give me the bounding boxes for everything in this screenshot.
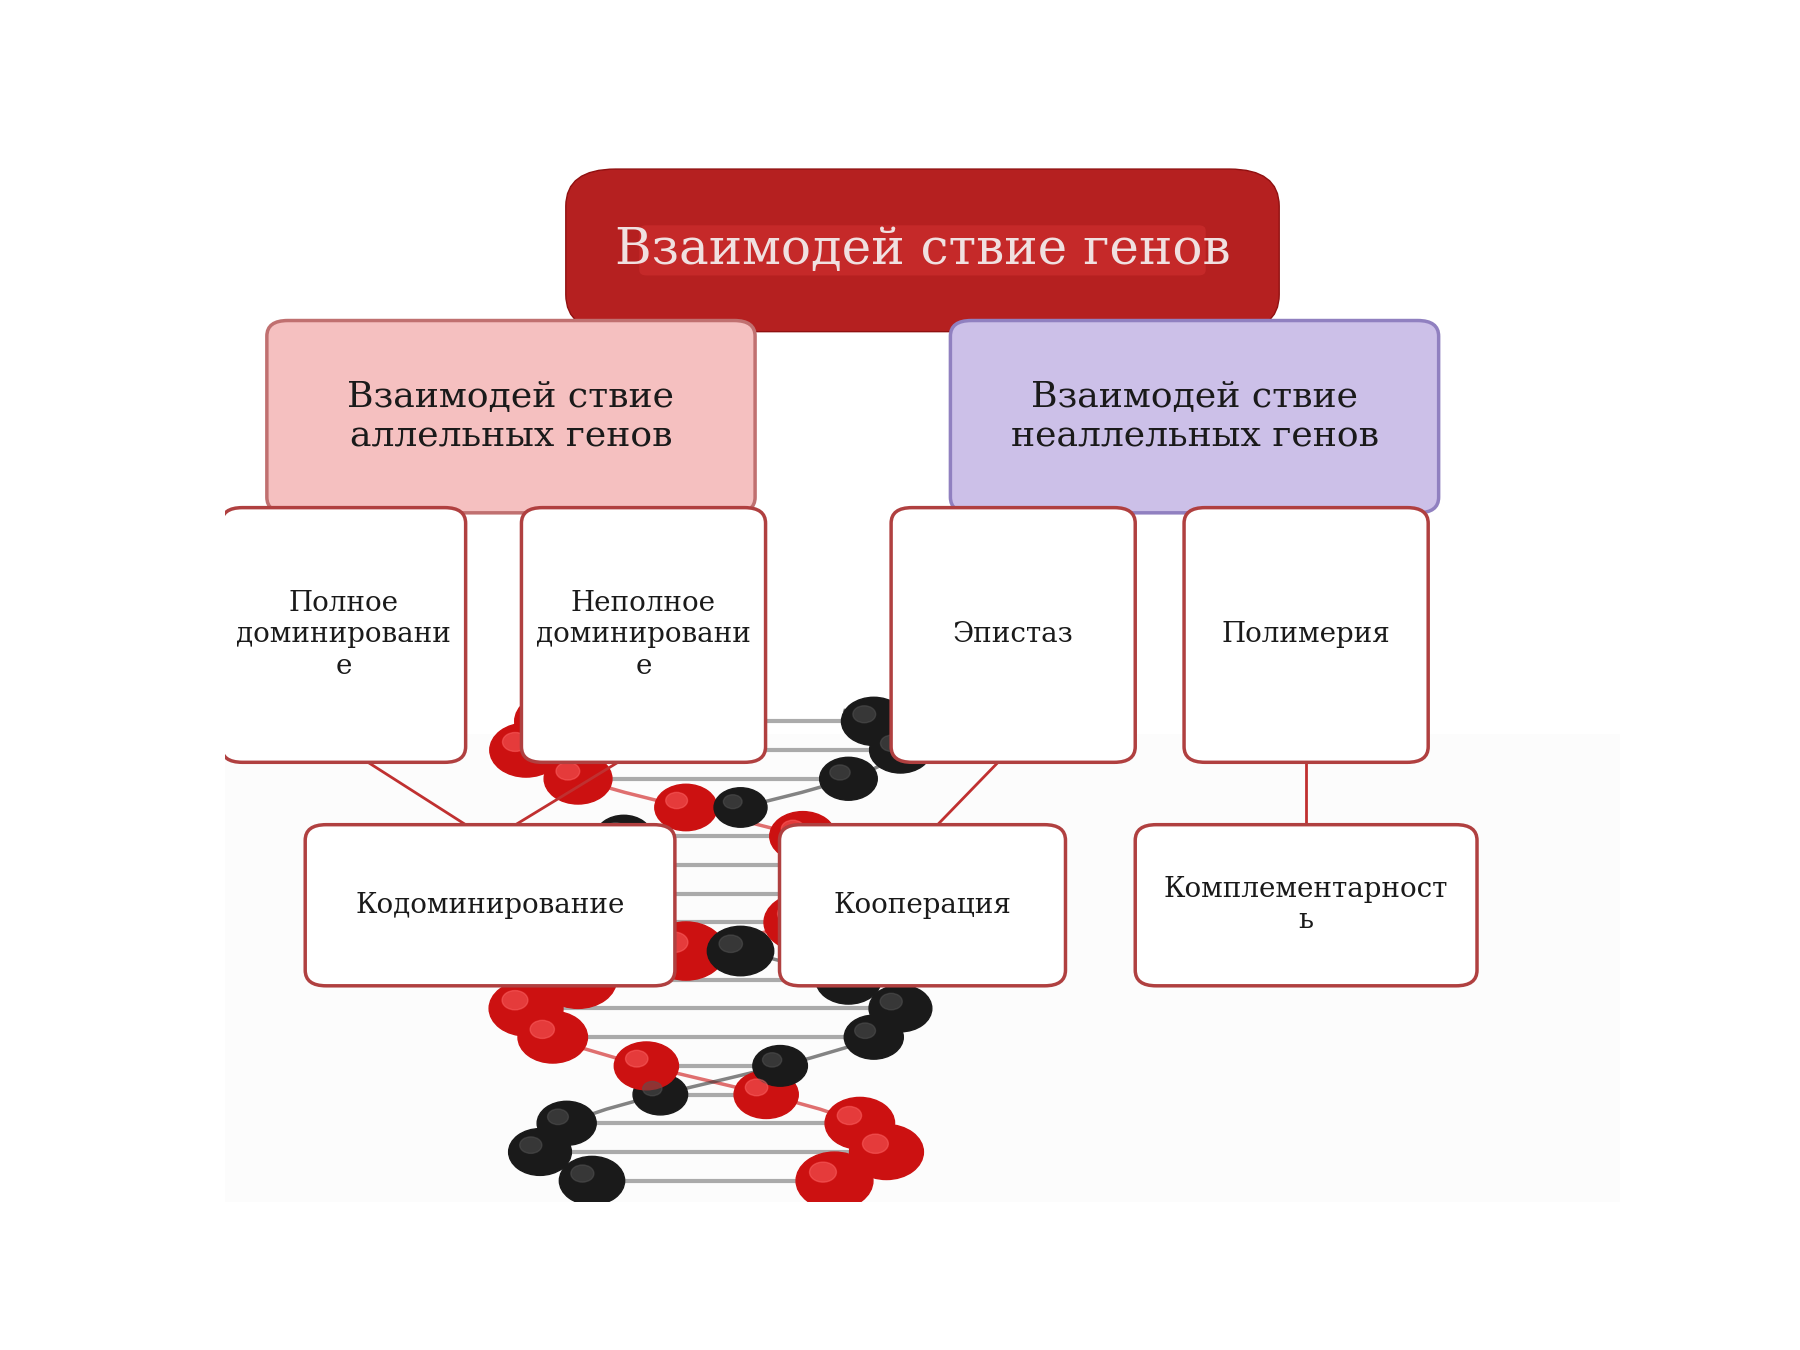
Circle shape (529, 879, 551, 895)
Circle shape (707, 926, 774, 976)
Circle shape (509, 1129, 571, 1176)
Circle shape (518, 842, 580, 887)
Text: Взаимодей ствие
неаллельных генов: Взаимодей ствие неаллельных генов (1010, 379, 1379, 454)
Circle shape (560, 1157, 625, 1206)
Text: Взаимодей ствие
аллельных генов: Взаимодей ствие аллельных генов (347, 379, 675, 454)
FancyBboxPatch shape (639, 225, 1206, 275)
Text: Комплементарност
ь: Комплементарност ь (1165, 876, 1449, 934)
Circle shape (824, 1098, 895, 1149)
Circle shape (718, 936, 742, 953)
Circle shape (517, 869, 581, 918)
Circle shape (666, 792, 688, 809)
Circle shape (527, 703, 554, 722)
Circle shape (855, 848, 878, 867)
Circle shape (490, 981, 563, 1035)
Circle shape (770, 811, 835, 861)
Circle shape (520, 1137, 542, 1153)
Circle shape (752, 1045, 808, 1087)
Circle shape (842, 838, 913, 891)
Circle shape (515, 693, 590, 749)
Circle shape (614, 1042, 679, 1089)
Circle shape (844, 1015, 904, 1060)
FancyBboxPatch shape (779, 825, 1066, 986)
Circle shape (841, 865, 914, 922)
Circle shape (529, 850, 551, 867)
FancyBboxPatch shape (565, 169, 1280, 332)
Circle shape (536, 1102, 596, 1145)
Circle shape (571, 1165, 594, 1183)
Circle shape (853, 875, 880, 895)
Circle shape (819, 757, 877, 801)
FancyBboxPatch shape (266, 320, 754, 513)
Circle shape (796, 1152, 873, 1210)
Text: Кооперация: Кооперация (833, 892, 1012, 919)
Circle shape (724, 795, 742, 809)
FancyBboxPatch shape (950, 320, 1438, 513)
Circle shape (556, 763, 580, 780)
FancyBboxPatch shape (221, 508, 466, 763)
Circle shape (781, 821, 805, 837)
Circle shape (855, 1023, 875, 1038)
Circle shape (590, 898, 657, 946)
Text: Взаимодей ствие генов: Взаимодей ствие генов (614, 225, 1231, 275)
Circle shape (531, 1021, 554, 1038)
Circle shape (553, 961, 580, 981)
Circle shape (634, 1075, 688, 1115)
Circle shape (778, 903, 805, 923)
Circle shape (745, 1079, 769, 1096)
Circle shape (869, 728, 931, 774)
FancyBboxPatch shape (891, 508, 1136, 763)
Text: Неполное
доминировани
е: Неполное доминировани е (536, 590, 751, 679)
Circle shape (540, 952, 616, 1008)
Circle shape (763, 1053, 781, 1066)
Circle shape (518, 1011, 587, 1062)
Circle shape (643, 1081, 662, 1096)
Circle shape (544, 753, 612, 805)
Circle shape (810, 1162, 837, 1183)
Text: Полимерия: Полимерия (1222, 621, 1390, 648)
FancyBboxPatch shape (522, 508, 765, 763)
Circle shape (763, 894, 841, 952)
FancyBboxPatch shape (1136, 825, 1478, 986)
Circle shape (502, 991, 527, 1010)
Circle shape (734, 1071, 797, 1119)
Circle shape (603, 906, 626, 923)
Circle shape (547, 1110, 569, 1125)
Circle shape (661, 931, 688, 953)
Text: Полное
доминировани
е: Полное доминировани е (236, 590, 452, 679)
Circle shape (596, 815, 652, 857)
Circle shape (626, 1050, 648, 1066)
FancyBboxPatch shape (1184, 508, 1427, 763)
Circle shape (490, 724, 562, 778)
Circle shape (715, 788, 767, 828)
Circle shape (830, 765, 850, 780)
Text: Кодоминирование: Кодоминирование (355, 892, 625, 919)
Bar (225, 734, 1620, 1202)
Text: Эпистаз: Эпистаз (952, 621, 1073, 648)
Circle shape (646, 922, 725, 980)
Circle shape (862, 1134, 889, 1153)
Circle shape (837, 1107, 862, 1125)
Circle shape (841, 697, 905, 745)
Circle shape (880, 736, 902, 752)
Circle shape (502, 733, 527, 752)
Circle shape (850, 1125, 923, 1180)
Circle shape (869, 986, 932, 1031)
Circle shape (828, 964, 850, 981)
Circle shape (605, 822, 625, 837)
Circle shape (880, 994, 902, 1010)
Circle shape (655, 784, 716, 830)
FancyBboxPatch shape (306, 825, 675, 986)
Circle shape (853, 706, 875, 722)
Circle shape (815, 956, 882, 1004)
